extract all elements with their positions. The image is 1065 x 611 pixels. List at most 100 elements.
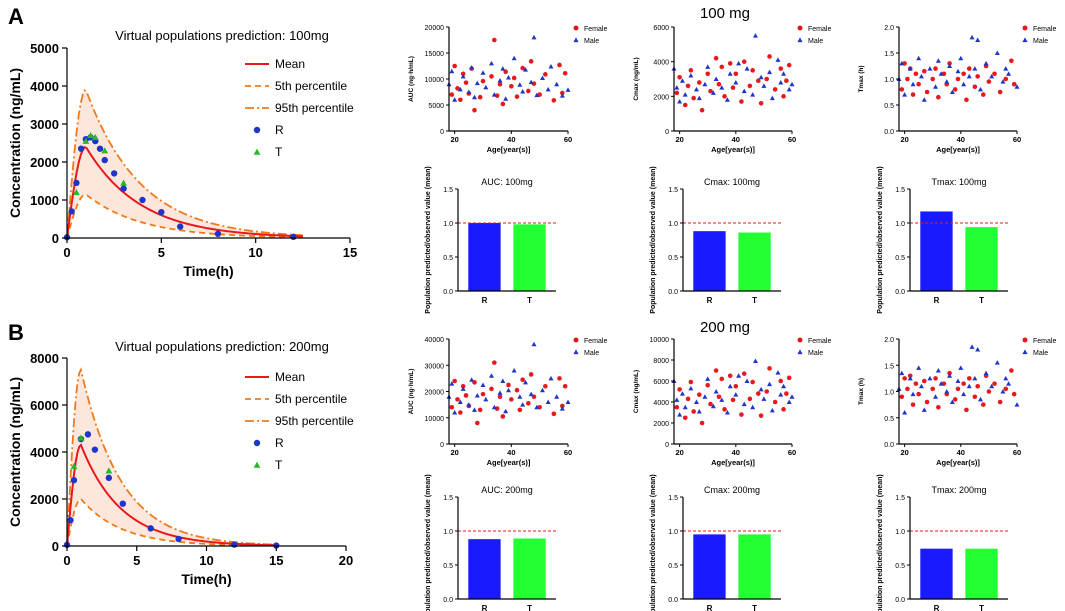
s6-male-point <box>910 391 916 397</box>
pk200-percentile-band <box>67 369 277 546</box>
s2-female-point <box>786 62 792 68</box>
pk200-p95-line <box>66 367 277 547</box>
b2-y-tick-label: 0.5 <box>668 255 678 262</box>
s2-male-point <box>761 83 767 88</box>
s4-y-tick-label: 20000 <box>425 390 445 397</box>
s2-male-point <box>736 60 742 66</box>
s4-female-point <box>514 387 520 393</box>
s5-legend-male-swatch <box>797 349 803 355</box>
s2-female-point <box>778 66 784 71</box>
s3-female-point <box>952 87 958 92</box>
s5-female-point <box>772 399 778 405</box>
s1-female-point <box>458 97 463 103</box>
s4-male-point <box>531 341 537 347</box>
s2-female-point <box>705 71 711 77</box>
s6-y-tick-label: 0.5 <box>884 416 894 423</box>
s6-female-point <box>913 381 919 386</box>
s4-male-point <box>503 408 509 414</box>
s6-x-tick-label: 20 <box>900 448 908 457</box>
s1-female-point <box>514 94 520 99</box>
s4-female-point <box>543 383 548 389</box>
s4-y-label: AUC (ng·h/mL) <box>408 369 415 415</box>
b1-y-label: Population predicted/observed value (mea… <box>425 166 432 313</box>
s4-chart: 0 10000 20000 30000 40000 20 40 60 Age[year(s)] A… <box>408 337 607 467</box>
s3-y-tick-label: 1.5 <box>884 51 894 58</box>
s4-legend-male-label: Male <box>584 350 599 357</box>
s4-male-point <box>559 406 565 411</box>
pk100-x-tick-label: 5 <box>158 245 165 260</box>
b3-bar-T <box>965 227 998 291</box>
pk200-y-tick-label: 2000 <box>30 492 59 507</box>
s6-female-point <box>905 386 910 392</box>
s4-male-point <box>497 390 503 395</box>
s4-male-point <box>517 394 523 399</box>
s2-male-point <box>767 69 773 75</box>
s5-male-point <box>769 407 775 413</box>
s6-female-point <box>910 402 916 407</box>
b2-category-label: R <box>707 296 713 305</box>
s1-y-tick-label: 0 <box>440 129 444 136</box>
pk100-T-point <box>73 189 80 196</box>
s4-female-point <box>475 420 480 426</box>
s3-male-point <box>916 55 922 61</box>
b2-category-label: T <box>752 296 757 305</box>
s4-male-point <box>523 379 528 385</box>
pk200-R-point <box>84 431 92 438</box>
s4-male-point <box>449 381 455 386</box>
s5-male-point <box>696 408 702 414</box>
s5-y-tick-label: 10000 <box>650 337 670 344</box>
s2-female-point <box>685 83 691 89</box>
s6-male-point <box>961 391 967 397</box>
b2-chart: Cmax: 100mg R T 0.0 0.5 1.0 1.5 Population pred… <box>650 166 781 314</box>
s2-male-point <box>679 78 685 83</box>
s5-female-point <box>705 382 711 388</box>
s5-female-point <box>786 375 792 381</box>
s1-male-point <box>531 34 537 40</box>
s1-female-point <box>528 59 534 64</box>
s1-male-point <box>517 82 523 87</box>
s6-x-tick-label: 40 <box>957 448 965 457</box>
s1-female-point <box>551 98 557 103</box>
s1-male-point <box>528 79 534 85</box>
s1-male-point <box>548 64 554 69</box>
s1-y-tick-label: 15000 <box>425 51 445 58</box>
s4-female-point <box>492 360 497 365</box>
s3-female-point <box>975 74 980 79</box>
s2-male-point <box>719 85 725 90</box>
pk200-R-point <box>67 516 74 524</box>
s2-x-tick-label: 20 <box>675 135 683 144</box>
b3-category-label: R <box>934 296 940 305</box>
s5-male-point <box>688 385 694 391</box>
s2-male-point <box>688 73 694 78</box>
s3-male-point <box>966 73 972 79</box>
s6-male-point <box>977 396 983 402</box>
s5-y-tick-label: 0 <box>665 442 669 449</box>
s6-male-point <box>935 368 941 373</box>
s3-male-point <box>1003 66 1009 71</box>
s3-male-point <box>910 81 916 87</box>
b2-bar-T <box>738 232 771 291</box>
s6-female-point <box>933 376 938 381</box>
s3-female-point <box>936 94 941 100</box>
s3-male-point <box>947 63 953 68</box>
s6-x-tick-label: 60 <box>1013 448 1021 457</box>
s2-male-point <box>693 86 699 92</box>
s3-male-point <box>994 50 1000 55</box>
s5-male-point <box>775 370 781 375</box>
s1-x-label: Age[year(s)] <box>487 145 531 154</box>
s1-female-point <box>489 74 494 79</box>
s6-female-point <box>899 394 905 400</box>
b3-category-label: T <box>979 296 984 305</box>
pk200-T-point <box>77 434 85 441</box>
s3-male-point <box>899 60 905 66</box>
s1-male-point <box>472 94 477 100</box>
s1-female-point <box>526 88 531 94</box>
s3-male-point <box>958 55 964 61</box>
s5-male-point <box>767 381 773 387</box>
s2-chart: 0 2000 4000 6000 20 40 60 Age[year(s)] Cmax (ng/… <box>633 25 831 154</box>
s4-female-point <box>562 383 568 389</box>
s1-legend-female-label: Female <box>584 26 607 33</box>
s3-male-point <box>975 37 981 42</box>
s5-female-point <box>713 368 719 373</box>
b4-y-tick-label: 0.0 <box>443 597 453 604</box>
